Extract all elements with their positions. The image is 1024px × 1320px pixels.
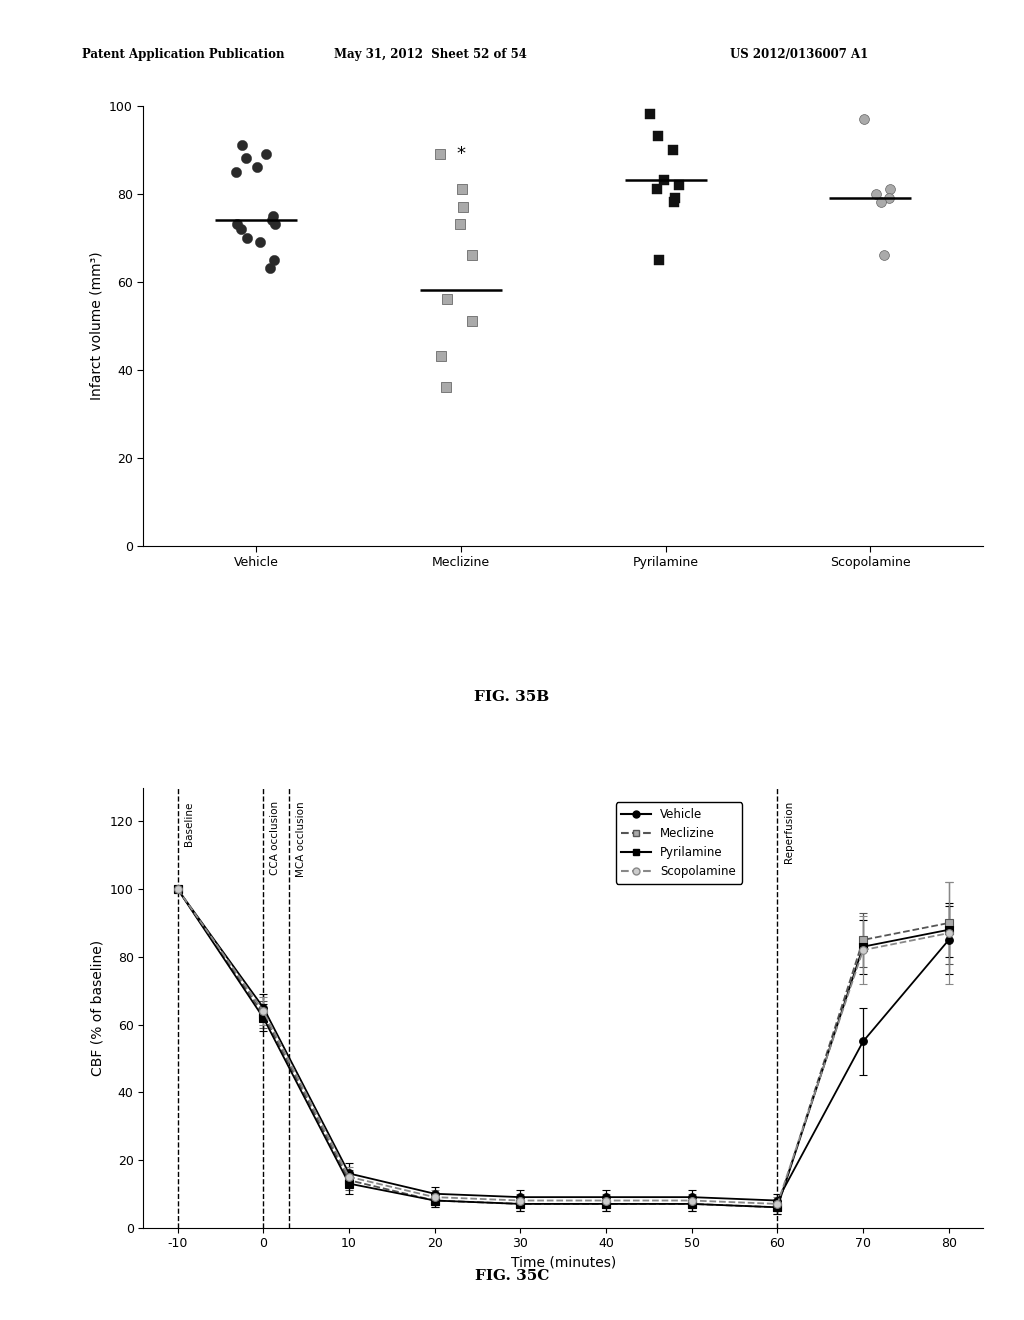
Point bbox=[239, 227, 255, 248]
Point bbox=[671, 174, 687, 195]
Point bbox=[464, 310, 480, 331]
X-axis label: Time (minutes): Time (minutes) bbox=[511, 1255, 615, 1270]
Point bbox=[228, 161, 245, 182]
Point bbox=[656, 170, 673, 191]
Text: MCA occlusion: MCA occlusion bbox=[296, 801, 306, 876]
Point bbox=[642, 104, 658, 125]
Point bbox=[233, 135, 250, 156]
Y-axis label: CBF (% of baseline): CBF (% of baseline) bbox=[90, 940, 104, 1076]
Text: May 31, 2012  Sheet 52 of 54: May 31, 2012 Sheet 52 of 54 bbox=[334, 48, 526, 61]
Point bbox=[266, 214, 283, 235]
Point bbox=[666, 191, 682, 213]
Point bbox=[881, 187, 897, 209]
Point bbox=[265, 205, 282, 226]
Point bbox=[667, 187, 683, 209]
Point bbox=[867, 183, 884, 205]
Y-axis label: Infarct volume (mm³): Infarct volume (mm³) bbox=[89, 251, 103, 400]
Point bbox=[455, 197, 471, 218]
Text: Baseline: Baseline bbox=[184, 801, 195, 846]
Point bbox=[649, 125, 666, 147]
Point bbox=[452, 214, 468, 235]
Point bbox=[266, 249, 283, 271]
Point bbox=[454, 178, 470, 199]
Text: FIG. 35C: FIG. 35C bbox=[475, 1269, 549, 1283]
Text: US 2012/0136007 A1: US 2012/0136007 A1 bbox=[729, 48, 868, 61]
Point bbox=[252, 231, 268, 252]
Point bbox=[262, 257, 279, 279]
Point bbox=[649, 178, 666, 199]
Legend: Vehicle, Meclizine, Pyrilamine, Scopolamine: Vehicle, Meclizine, Pyrilamine, Scopolam… bbox=[615, 803, 742, 884]
Point bbox=[438, 289, 455, 310]
Point bbox=[432, 144, 449, 165]
Point bbox=[882, 178, 898, 199]
Point bbox=[437, 376, 454, 397]
Text: CCA occlusion: CCA occlusion bbox=[270, 801, 281, 875]
Point bbox=[264, 210, 281, 231]
Point bbox=[239, 148, 255, 169]
Point bbox=[876, 244, 892, 265]
Point bbox=[665, 139, 681, 160]
Text: Reperfusion: Reperfusion bbox=[784, 801, 795, 863]
Point bbox=[249, 157, 265, 178]
Point bbox=[258, 144, 274, 165]
Text: Patent Application Publication: Patent Application Publication bbox=[82, 48, 285, 61]
Point bbox=[650, 249, 667, 271]
Point bbox=[232, 218, 249, 239]
Point bbox=[228, 214, 245, 235]
Text: FIG. 35B: FIG. 35B bbox=[474, 690, 550, 704]
Point bbox=[855, 108, 871, 129]
Text: *: * bbox=[457, 145, 465, 162]
Point bbox=[464, 244, 480, 265]
Point bbox=[873, 191, 890, 213]
Point bbox=[433, 346, 450, 367]
